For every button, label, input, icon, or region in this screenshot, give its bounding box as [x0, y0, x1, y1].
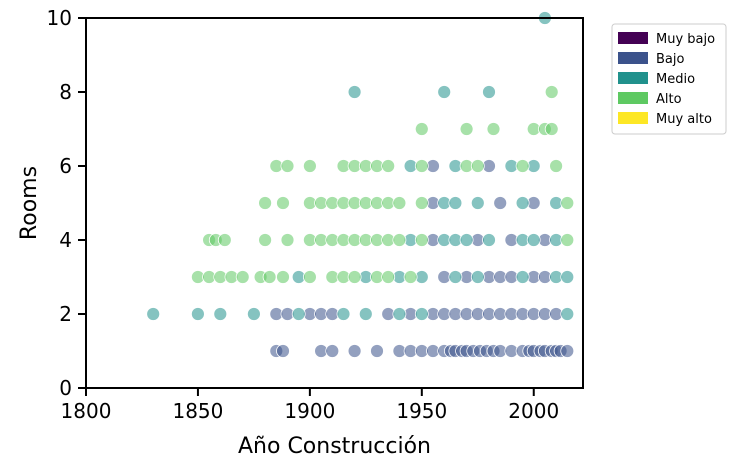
data-point [217, 233, 232, 247]
data-point [470, 196, 485, 210]
ticks-layer: 1800 1850 1900 1950 2000 0 2 4 6 8 10 [47, 6, 560, 423]
data-point [560, 307, 575, 321]
data-point [347, 344, 362, 358]
data-point [448, 196, 463, 210]
data-point [146, 307, 161, 321]
y-axis-label: Rooms [17, 166, 42, 240]
legend-swatch [618, 92, 648, 104]
y-tick-label: 2 [59, 302, 72, 326]
legend-swatch [618, 112, 648, 124]
data-point [560, 196, 575, 210]
data-point [235, 270, 250, 284]
data-point [392, 307, 407, 321]
data-point [515, 159, 530, 173]
legend-label: Medio [656, 72, 695, 87]
data-point [325, 344, 340, 358]
data-point [276, 344, 290, 358]
x-tick-label: 1850 [172, 399, 223, 423]
data-point [262, 270, 277, 284]
legend-label: Bajo [656, 52, 684, 67]
data-point [370, 344, 384, 358]
data-point [280, 159, 295, 173]
data-point [482, 233, 496, 247]
data-point [515, 270, 530, 284]
legend: Muy bajo Bajo Medio Alto Muy alto [611, 23, 727, 135]
data-point [336, 307, 351, 321]
data-point [437, 85, 452, 99]
data-point [482, 85, 496, 99]
data-point [213, 307, 228, 321]
data-point [190, 307, 205, 321]
y-tick-label: 10 [47, 6, 72, 30]
data-point [347, 85, 362, 99]
legend-box [611, 23, 727, 135]
data-point [347, 270, 362, 284]
data-point [414, 233, 429, 247]
data-point [560, 344, 575, 358]
data-point [381, 159, 396, 173]
legend-swatch [618, 32, 648, 44]
data-point [258, 196, 273, 210]
x-tick-label: 1950 [396, 399, 447, 423]
points-layer [146, 11, 575, 358]
data-point [414, 159, 429, 173]
x-tick-label: 1800 [61, 399, 112, 423]
data-point [403, 270, 418, 284]
data-point [414, 122, 429, 136]
data-point [470, 270, 485, 284]
data-point [549, 159, 563, 173]
data-point [526, 233, 541, 247]
x-tick-label: 2000 [508, 399, 559, 423]
data-point [560, 233, 575, 247]
legend-swatch [618, 72, 648, 84]
data-point [276, 270, 290, 284]
data-point [258, 233, 273, 247]
data-point [486, 122, 501, 136]
data-point [302, 159, 317, 173]
legend-label: Muy bajo [656, 32, 715, 47]
data-point [414, 196, 429, 210]
data-point [414, 307, 429, 321]
data-point [358, 307, 373, 321]
data-point [459, 233, 474, 247]
data-point [291, 307, 306, 321]
data-point [544, 85, 559, 99]
data-point [280, 233, 295, 247]
y-tick-label: 8 [59, 80, 72, 104]
x-axis-label: Año Construcción [238, 434, 431, 459]
data-point [276, 196, 290, 210]
data-point [515, 196, 530, 210]
data-point [392, 233, 407, 247]
legend-label: Muy alto [656, 112, 712, 127]
data-point [470, 159, 485, 173]
data-point [392, 196, 407, 210]
data-point [544, 122, 559, 136]
legend-label: Alto [656, 92, 682, 107]
axes-frame [85, 17, 584, 389]
data-point [246, 307, 261, 321]
y-tick-label: 6 [59, 154, 72, 178]
legend-swatch [618, 52, 648, 64]
y-tick-label: 0 [59, 376, 72, 400]
data-point [302, 270, 317, 284]
y-tick-label: 4 [59, 228, 72, 252]
data-point [560, 270, 575, 284]
data-point [381, 270, 396, 284]
data-point [459, 122, 474, 136]
x-tick-label: 1900 [284, 399, 335, 423]
data-point [448, 270, 463, 284]
data-point [493, 196, 508, 210]
